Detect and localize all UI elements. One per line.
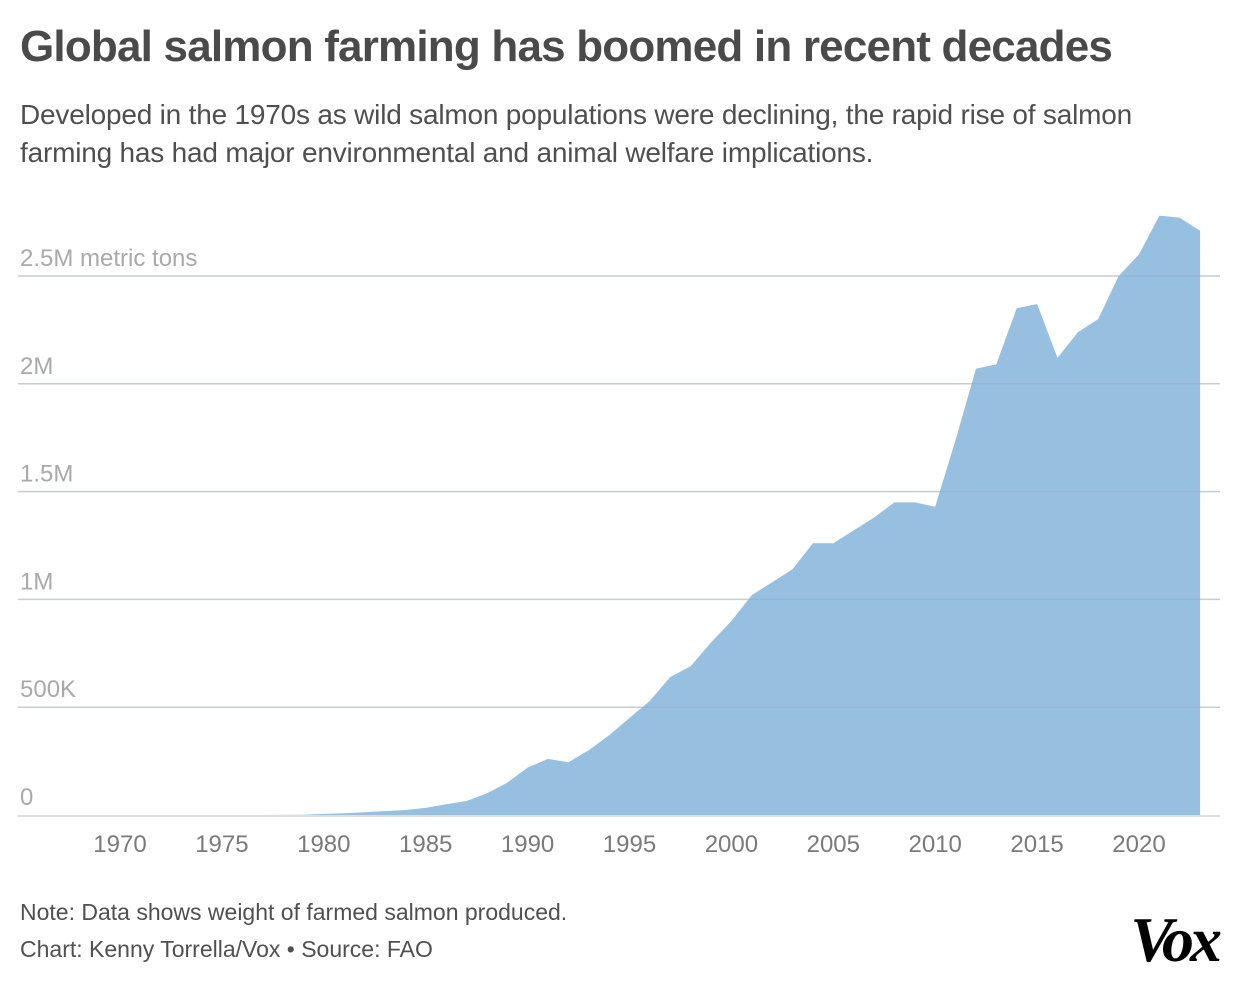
x-tick-label: 2005 xyxy=(807,831,860,858)
x-tick-label: 1995 xyxy=(603,831,656,858)
x-tick-label: 2000 xyxy=(705,831,758,858)
y-tick-label: 500K xyxy=(20,676,76,703)
x-tick-label: 1975 xyxy=(195,831,248,858)
x-axis-labels: 1970 1975 1980 1985 1990 1995 2000 2005 2010 2015… xyxy=(93,831,1165,858)
vox-logo: Vox xyxy=(1130,904,1222,975)
y-tick-label: 2.5M metric tons xyxy=(20,245,197,272)
x-tick-label: 1985 xyxy=(399,831,452,858)
x-tick-label: 2015 xyxy=(1010,831,1063,858)
area-series xyxy=(18,215,1220,816)
x-tick-label: 2020 xyxy=(1112,831,1165,858)
chart-credit: Chart: Kenny Torrella/Vox • Source: FAO xyxy=(20,936,433,962)
area-series-path xyxy=(120,215,1201,816)
y-tick-label: 1M xyxy=(20,568,53,595)
y-tick-label: 0 xyxy=(20,784,33,811)
chart-note: Note: Data shows weight of farmed salmon… xyxy=(20,899,568,925)
y-axis-labels: 0 500K 1M 1.5M 2M 2.5M metric tons xyxy=(20,245,197,811)
x-tick-label: 1990 xyxy=(501,831,554,858)
x-tick-label: 2010 xyxy=(909,831,962,858)
y-tick-label: 1.5M xyxy=(20,461,73,488)
x-tick-label: 1980 xyxy=(297,831,350,858)
chart-title: Global salmon farming has boomed in rece… xyxy=(20,22,1113,71)
x-tick-label: 1970 xyxy=(93,831,146,858)
y-tick-label: 2M xyxy=(20,353,53,380)
chart-subtitle: Developed in the 1970s as wild salmon po… xyxy=(20,99,1132,168)
